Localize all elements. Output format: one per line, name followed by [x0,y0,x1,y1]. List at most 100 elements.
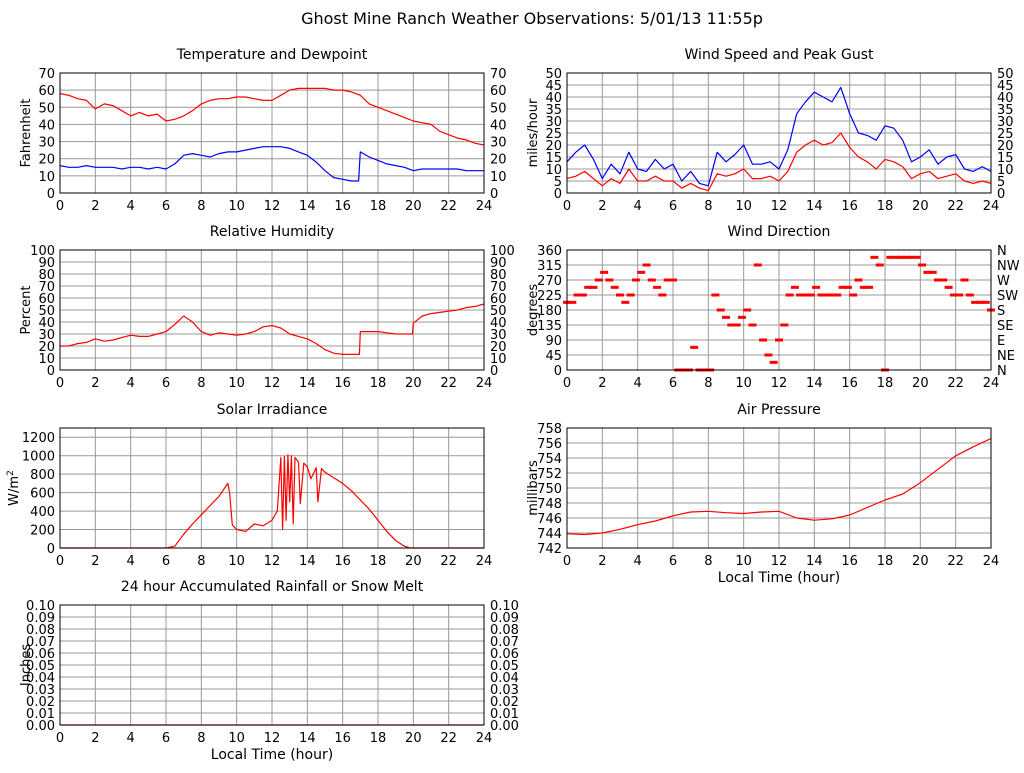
wdir-point [669,278,677,282]
pressure-xtick-label: 10 [735,554,752,569]
page-title: Ghost Mine Ranch Weather Observations: 5… [301,9,763,28]
wind-xtick-label: 0 [563,199,571,214]
rh-xtick-label: 24 [476,376,493,391]
pressure-xtick-label: 24 [983,554,1000,569]
temp-xtick-label: 12 [264,199,281,214]
pressure-ylabel: millibars [526,460,541,516]
wdir-xtick-label: 10 [735,376,752,391]
wdir-title: Wind Direction [728,224,831,240]
solar-plot-frame [59,427,485,549]
wdir-point [711,293,720,297]
pressure-ytick-label: 744 [537,527,562,542]
rh-ytick-label: 30 [38,328,55,343]
wind-ytick-label-right: 15 [997,151,1014,166]
rain-xtick-label: 18 [370,731,387,746]
wind-ytick-label: 50 [545,67,562,82]
rain-chart: 24 hour Accumulated Rainfall or Snow Mel… [19,579,519,763]
wind-xtick-label: 20 [912,199,929,214]
solar-ytick-label: 1000 [22,450,55,465]
wdir-point [727,323,736,327]
pressure-ytick-label: 758 [537,422,562,437]
wdir-point [600,270,609,274]
wdir-point [907,255,916,259]
rain-xtick-label: 6 [162,731,170,746]
rh-xtick-label: 4 [127,376,135,391]
rain-xtick-label: 20 [405,731,422,746]
wdir-plot-frame [566,249,992,371]
wdir-compass-label: NW [997,259,1020,274]
wdir-point [981,300,990,304]
temp-ylabel: Fahrenheit [19,99,34,168]
rain-ytick-label: 0.00 [26,719,55,734]
temp-xtick-label: 14 [299,199,316,214]
wdir-point [849,293,858,297]
rain-ytick-label-right: 0.02 [490,695,519,710]
rh-xtick-label: 22 [440,376,457,391]
wdir-point [568,300,577,304]
wdir-point [631,278,640,282]
rain-ytick-label: 0.05 [26,659,55,674]
rain-ytick-label-right: 0.10 [490,599,519,614]
wdir-point [965,293,974,297]
rain-xtick-label: 4 [127,731,135,746]
rh-ytick-label-right: 90 [490,256,507,271]
rh-ytick-label-right: 80 [490,268,507,283]
wind-ytick-label: 0 [554,187,562,202]
wdir-point [912,255,921,259]
wind-xtick-label: 2 [598,199,606,214]
wdir-point [822,293,831,297]
solar-xtick-label: 6 [162,554,170,569]
wdir-point [955,293,964,297]
rain-ytick-label-right: 0.00 [490,719,519,734]
temp-title: Temperature and Dewpoint [176,47,368,63]
wind-xtick-label: 12 [771,199,788,214]
pressure-ytick-label: 746 [537,512,562,527]
temp-ytick-label: 40 [38,118,55,133]
wdir-ytick-label: 45 [545,349,562,364]
wdir-point [663,278,672,282]
wind-ytick-label: 45 [545,79,562,94]
wdir-point [828,293,836,297]
wdir-compass-label: NE [997,349,1015,364]
temp-ytick-label-right: 60 [490,84,507,99]
temp-xtick-label: 24 [476,199,493,214]
temp-ytick-label: 60 [38,84,55,99]
wdir-point [801,293,810,297]
wdir-point [790,285,799,289]
pressure-xtick-label: 2 [598,554,606,569]
rh-ytick-label: 0 [47,364,55,379]
wdir-point [764,353,773,357]
temp-ytick-label-right: 40 [490,118,507,133]
wdir-xtick-label: 24 [983,376,1000,391]
temp-ytick-label: 10 [38,170,55,185]
wdir-point [690,345,699,349]
wdir-xtick-label: 2 [598,376,606,391]
rh-ytick-label: 20 [38,340,55,355]
pressure-xtick-label: 16 [841,554,858,569]
wdir-point [732,323,741,327]
solar-xtick-label: 4 [127,554,135,569]
wdir-point [759,338,768,342]
solar-xtick-label: 18 [370,554,387,569]
rh-xtick-label: 20 [405,376,422,391]
wind-xtick-label: 24 [983,199,1000,214]
rain-xtick-label: 22 [440,731,457,746]
wdir-compass-label: E [997,334,1005,349]
wdir-point [812,285,821,289]
wind-xtick-label: 8 [704,199,712,214]
rh-ytick-label: 10 [38,352,55,367]
wind-xtick-label: 4 [634,199,642,214]
wdir-point [817,293,826,297]
wdir-point [796,293,805,297]
rh-ytick-label-right: 10 [490,352,507,367]
temp-ytick-label-right: 20 [490,153,507,168]
solar-ytick-label: 200 [30,524,55,539]
rh-ytick-label: 40 [38,316,55,331]
temp-series-line-1 [59,146,484,182]
rh-ylabel: Percent [19,286,34,335]
rain-xtick-label: 12 [264,731,281,746]
wdir-ytick-label: 315 [537,259,562,274]
